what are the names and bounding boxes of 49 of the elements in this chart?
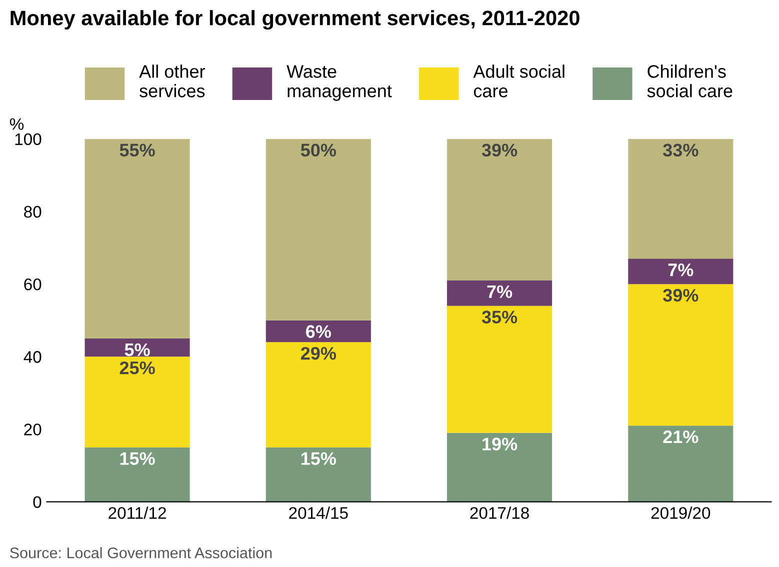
y-tick-label: 100 bbox=[15, 133, 42, 146]
legend-label: All other services bbox=[139, 64, 205, 98]
source-note: Source: Local Government Association bbox=[10, 547, 272, 558]
bar bbox=[84, 338, 190, 357]
bar bbox=[266, 342, 371, 448]
x-tick-label: 2014/15 bbox=[289, 506, 348, 519]
bar bbox=[447, 138, 552, 280]
data-label: 29% bbox=[300, 346, 336, 360]
data-label: 35% bbox=[482, 310, 518, 324]
data-label: 39% bbox=[482, 144, 518, 157]
data-label: 15% bbox=[301, 452, 336, 465]
data-label: 55% bbox=[120, 144, 155, 157]
bar bbox=[447, 432, 552, 502]
bar bbox=[447, 280, 552, 306]
bar bbox=[447, 306, 552, 433]
bar bbox=[266, 447, 371, 502]
legend-label: Children's social care bbox=[647, 64, 732, 98]
data-label: 5% bbox=[124, 343, 150, 356]
data-label: 25% bbox=[120, 361, 155, 374]
bar bbox=[84, 356, 190, 448]
data-label: 50% bbox=[300, 144, 336, 157]
bar bbox=[628, 426, 734, 502]
legend-label: Waste management bbox=[286, 65, 392, 101]
y-tick-label: 0 bbox=[33, 496, 42, 508]
legend-label: Adult social care bbox=[473, 64, 564, 98]
y-tick-label: 60 bbox=[24, 278, 42, 290]
x-tick-label: 2019/20 bbox=[651, 506, 710, 519]
bar bbox=[84, 138, 190, 338]
data-label: 19% bbox=[482, 438, 518, 450]
data-label: 15% bbox=[120, 452, 155, 465]
bar bbox=[628, 138, 734, 259]
data-label: 33% bbox=[663, 144, 698, 157]
chart-title: Money available for local government services, 2011-2020 bbox=[10, 10, 580, 30]
x-tick-label: 2017/18 bbox=[470, 506, 529, 519]
bar bbox=[266, 138, 371, 320]
data-label: 21% bbox=[663, 430, 698, 444]
data-label: 6% bbox=[306, 325, 331, 338]
y-axis-title: % bbox=[10, 118, 24, 130]
bar bbox=[266, 320, 371, 342]
bar bbox=[628, 284, 734, 426]
y-tick-label: 40 bbox=[24, 351, 42, 363]
bar bbox=[628, 258, 734, 284]
y-tick-label: 20 bbox=[24, 424, 42, 436]
data-label: 7% bbox=[668, 264, 694, 276]
bar bbox=[84, 447, 190, 502]
data-label: 39% bbox=[663, 288, 698, 302]
x-tick-label: 2011/12 bbox=[108, 506, 166, 519]
y-tick-label: 80 bbox=[24, 206, 42, 218]
data-label: 7% bbox=[487, 285, 512, 298]
